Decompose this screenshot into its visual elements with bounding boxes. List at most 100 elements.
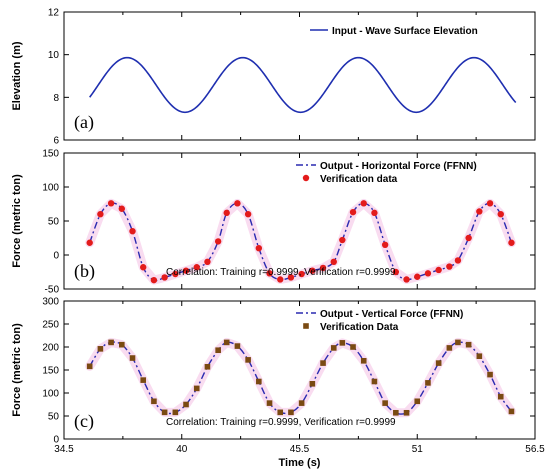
- verification-point: [497, 393, 504, 400]
- verification-point: [455, 339, 461, 346]
- y-tick-label: 150: [42, 366, 59, 377]
- verification-point: [508, 408, 515, 415]
- y-tick-label: 0: [53, 435, 59, 446]
- legend-entry: Output - Vertical Force (FFNN): [320, 309, 463, 320]
- verification-point: [129, 355, 136, 361]
- verification-point: [161, 409, 168, 416]
- verification-point: [465, 234, 472, 242]
- verification-point: [508, 239, 515, 246]
- verification-point: [339, 340, 346, 346]
- verification-point: [320, 360, 326, 366]
- y-tick-label: 200: [42, 343, 59, 354]
- verification-point: [108, 339, 114, 346]
- verification-point: [183, 401, 189, 408]
- correlation-note: Correlation: Training r=0.9999, Verifica…: [166, 417, 396, 428]
- verification-point: [414, 398, 421, 405]
- y-tick-label: 300: [42, 297, 59, 308]
- verification-point: [161, 274, 168, 281]
- verification-point: [309, 381, 316, 387]
- y-axis-label: Elevation (m): [11, 41, 23, 110]
- legend-swatch: [302, 174, 310, 182]
- verification-point: [487, 371, 493, 378]
- verification-point: [86, 239, 93, 246]
- verification-point: [234, 343, 241, 349]
- verification-point: [403, 276, 410, 283]
- verification-point: [118, 205, 126, 212]
- panel-label: (b): [74, 261, 95, 282]
- y-tick-label: 150: [42, 149, 59, 160]
- y-tick-label: 100: [42, 183, 59, 194]
- verification-point: [287, 274, 295, 281]
- verification-point: [244, 211, 252, 218]
- verification-point: [403, 409, 410, 416]
- y-tick-label: 12: [48, 8, 60, 19]
- y-axis-label: Force (metric ton): [11, 174, 23, 268]
- y-tick-label: 0: [53, 251, 59, 262]
- verification-point: [424, 270, 432, 277]
- verification-point: [172, 409, 179, 416]
- verification-point: [129, 228, 136, 235]
- verification-point: [476, 208, 483, 215]
- verification-point: [486, 200, 494, 207]
- verification-point: [435, 360, 442, 366]
- verification-point: [446, 345, 453, 351]
- verification-point: [319, 264, 327, 272]
- verification-point: [234, 200, 241, 207]
- verification-point: [86, 363, 93, 370]
- verification-point: [298, 400, 305, 406]
- verification-point: [349, 208, 357, 216]
- panel-label: (a): [74, 112, 94, 133]
- verification-point: [414, 273, 421, 280]
- verification-point: [277, 409, 284, 416]
- verification-point: [214, 238, 222, 245]
- verification-point: [256, 378, 262, 385]
- verification-point: [288, 409, 294, 416]
- verification-point: [193, 264, 200, 271]
- verification-point: [193, 385, 200, 392]
- y-tick-label: 250: [42, 320, 59, 331]
- verification-point: [119, 341, 125, 348]
- verification-point: [255, 245, 263, 252]
- verification-point: [107, 200, 115, 207]
- x-tick-label: 45.5: [290, 444, 310, 455]
- verification-point: [140, 377, 147, 383]
- verification-point: [223, 209, 230, 217]
- verification-point: [277, 276, 284, 283]
- verification-point: [371, 378, 378, 385]
- verification-point: [245, 357, 251, 363]
- panel-label: (c): [74, 411, 94, 432]
- verification-point: [382, 400, 388, 406]
- verification-point: [330, 345, 337, 351]
- verification-point: [266, 270, 273, 277]
- verification-point: [204, 258, 211, 265]
- verification-point: [140, 264, 147, 271]
- verification-point: [371, 209, 378, 217]
- verification-point: [435, 266, 442, 274]
- y-tick-label: 10: [48, 50, 60, 61]
- legend-entry: Output - Horizontal Force (FFNN): [320, 161, 477, 172]
- verification-point: [215, 347, 221, 354]
- verification-point: [330, 258, 337, 265]
- legend-entry: Verification Data: [320, 322, 399, 333]
- x-tick-label: 51: [412, 444, 424, 455]
- y-tick-label: -50: [45, 285, 60, 296]
- verification-point: [350, 344, 356, 350]
- verification-point: [97, 346, 104, 352]
- series-line-wave-elevation: [89, 56, 517, 114]
- x-tick-label: 56.5: [525, 444, 545, 455]
- verification-point: [393, 409, 399, 416]
- y-tick-label: 6: [53, 136, 59, 147]
- verification-point: [392, 268, 400, 276]
- verification-point: [425, 380, 431, 386]
- y-tick-label: 8: [53, 93, 59, 104]
- verification-point: [360, 358, 367, 364]
- verification-point: [266, 400, 273, 406]
- y-tick-label: 50: [48, 412, 60, 423]
- verification-point: [223, 339, 230, 346]
- x-tick-label: 34.5: [54, 444, 74, 455]
- verification-point: [476, 353, 483, 359]
- verification-point: [97, 211, 104, 218]
- panel-a: 6 8 10 12 Elevation (m) (a) Input - Wave Surfa…: [11, 8, 536, 147]
- correlation-note: Correlation: Training r=0.9999, Verifica…: [166, 267, 396, 278]
- verification-point: [172, 270, 179, 278]
